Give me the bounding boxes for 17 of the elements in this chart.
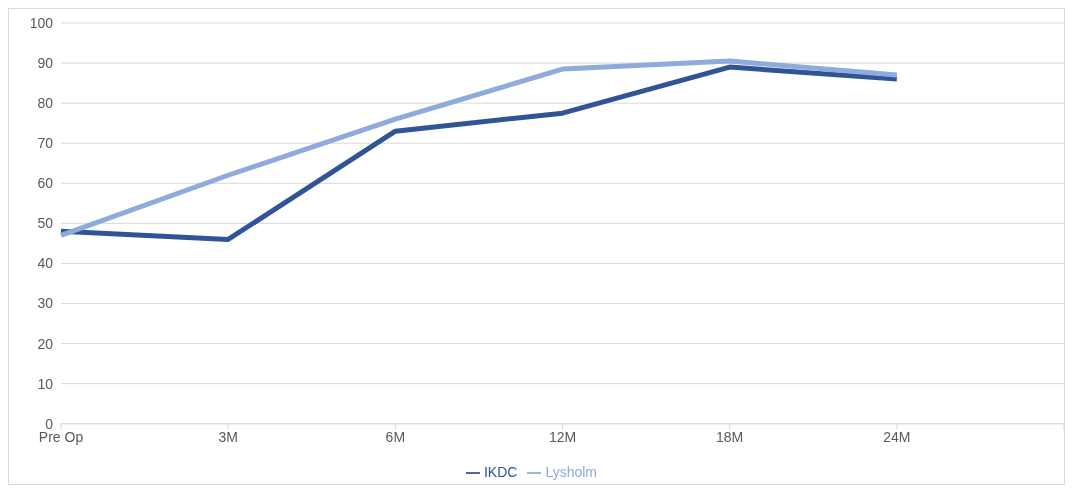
x-tick-label: 3M bbox=[218, 428, 238, 445]
x-tick-label: 24M bbox=[883, 428, 911, 445]
x-tick-label: 6M bbox=[385, 428, 406, 445]
y-tick-label: 60 bbox=[37, 175, 54, 192]
y-tick-label: 20 bbox=[37, 335, 54, 352]
y-tick-label: 30 bbox=[37, 295, 54, 312]
y-tick-label: 70 bbox=[37, 135, 54, 152]
legend-label: IKDC bbox=[483, 463, 518, 480]
y-tick-label: 100 bbox=[29, 14, 54, 31]
y-tick-label: 90 bbox=[37, 55, 54, 72]
x-tick-label: 12M bbox=[548, 428, 577, 445]
y-tick-label: 80 bbox=[37, 95, 54, 112]
y-tick-label: 10 bbox=[37, 375, 54, 392]
legend-label: Lysholm bbox=[545, 463, 598, 480]
x-tick-label: 18M bbox=[716, 428, 744, 445]
y-tick-label: 40 bbox=[37, 255, 54, 272]
y-tick-label: 50 bbox=[37, 215, 54, 232]
